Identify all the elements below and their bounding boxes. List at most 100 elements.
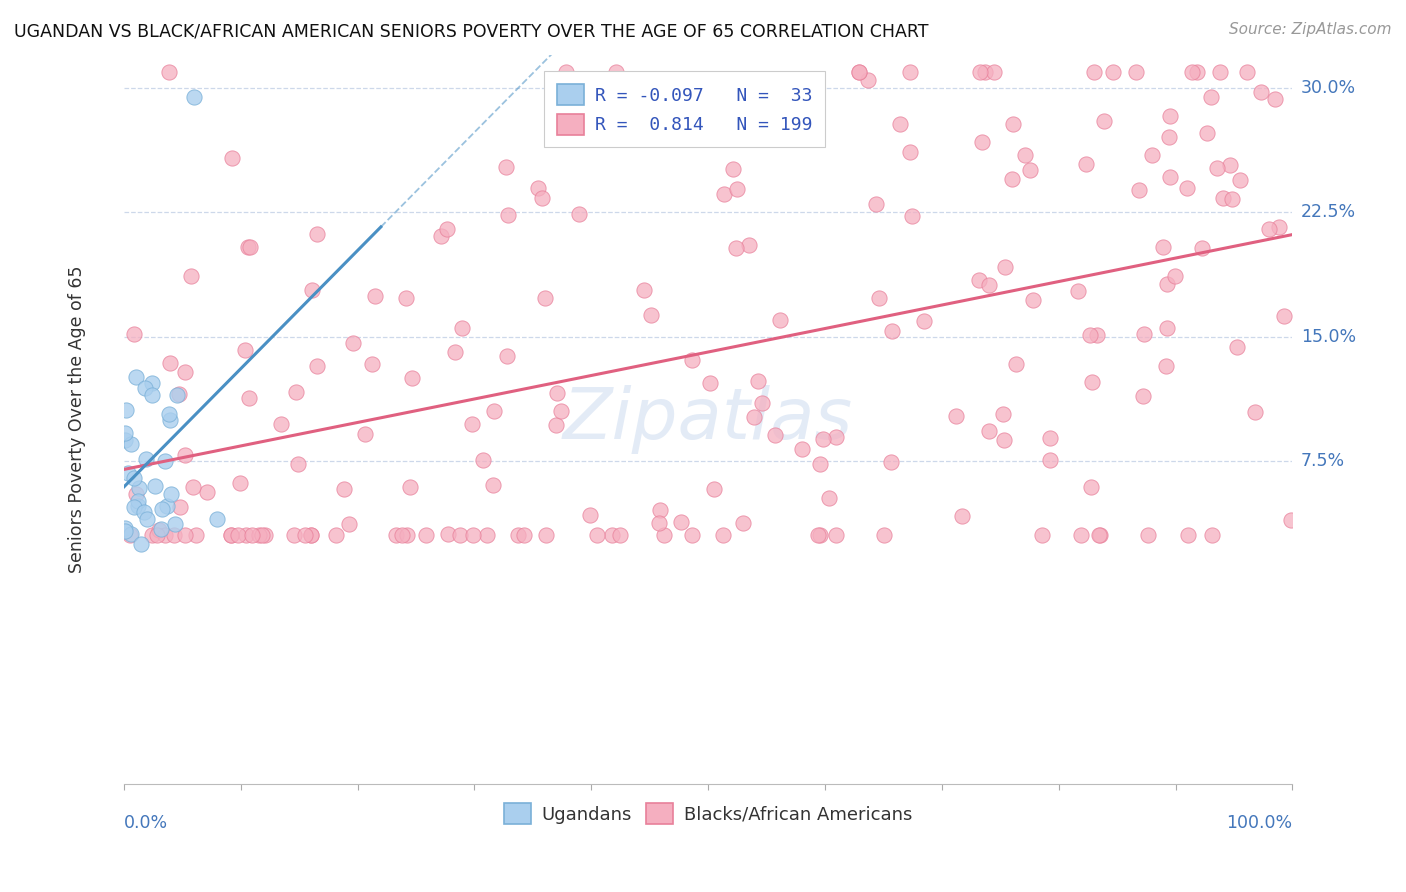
Point [1175, 180, 1198, 194]
Point [159, 64, 181, 78]
Point [498, 208, 520, 222]
Point [391, 528, 413, 542]
Point [131, 537, 153, 551]
Point [513, 528, 536, 542]
Point [233, 343, 256, 358]
Point [699, 376, 721, 390]
Point [1199, 89, 1222, 103]
Point [738, 237, 761, 252]
Point [1220, 192, 1243, 206]
Point [114, 403, 136, 417]
Point [415, 528, 437, 542]
Point [159, 487, 181, 501]
Point [401, 371, 423, 385]
Point [1039, 431, 1062, 445]
Point [1067, 285, 1090, 299]
Point [183, 89, 205, 103]
Point [484, 404, 506, 418]
Point [1132, 389, 1154, 403]
Point [555, 64, 578, 78]
Point [1181, 64, 1204, 78]
Point [159, 356, 181, 370]
Point [578, 508, 600, 523]
Point [128, 481, 150, 495]
Point [560, 99, 582, 113]
Text: 15.0%: 15.0% [1301, 327, 1355, 346]
Point [141, 528, 163, 542]
Point [681, 528, 703, 542]
Point [307, 227, 329, 242]
Point [1187, 64, 1209, 78]
Point [979, 424, 1001, 438]
Point [945, 409, 967, 423]
Point [125, 370, 148, 384]
Point [967, 273, 990, 287]
Point [148, 523, 170, 537]
Point [1022, 293, 1045, 308]
Point [436, 222, 458, 236]
Point [707, 75, 730, 89]
Point [299, 528, 322, 542]
Point [865, 197, 887, 211]
Point [163, 528, 186, 542]
Point [1229, 173, 1251, 187]
Point [534, 291, 557, 305]
Point [120, 527, 142, 541]
Point [713, 187, 735, 202]
Point [141, 376, 163, 390]
Point [652, 528, 675, 542]
Point [283, 528, 305, 542]
Point [114, 521, 136, 535]
Point [134, 381, 156, 395]
Point [294, 528, 316, 542]
Point [305, 359, 328, 374]
Point [284, 384, 307, 399]
Text: UGANDAN VS BLACK/AFRICAN AMERICAN SENIORS POVERTY OVER THE AGE OF 65 CORRELATION: UGANDAN VS BLACK/AFRICAN AMERICAN SENIOR… [14, 22, 928, 40]
Point [1074, 157, 1097, 171]
Point [117, 466, 139, 480]
Point [974, 64, 997, 78]
Point [763, 427, 786, 442]
Point [1177, 528, 1199, 542]
Point [1159, 170, 1181, 185]
Point [1080, 480, 1102, 494]
Point [165, 517, 187, 532]
Point [159, 413, 181, 427]
Point [1080, 375, 1102, 389]
Point [184, 528, 207, 542]
Point [544, 417, 567, 432]
Legend: Ugandans, Blacks/African Americans: Ugandans, Blacks/African Americans [495, 794, 922, 833]
Point [157, 407, 180, 421]
Point [496, 349, 519, 363]
Point [1137, 528, 1160, 542]
Point [733, 516, 755, 530]
Point [1244, 405, 1267, 419]
Point [1212, 191, 1234, 205]
Point [207, 512, 229, 526]
Point [1128, 183, 1150, 197]
Point [141, 388, 163, 402]
Point [1092, 114, 1115, 128]
Point [808, 528, 831, 542]
Point [527, 181, 550, 195]
Point [534, 528, 557, 542]
Point [1250, 85, 1272, 99]
Point [195, 484, 218, 499]
Point [1014, 148, 1036, 162]
Point [332, 483, 354, 497]
Point [880, 455, 903, 469]
Text: 100.0%: 100.0% [1226, 814, 1292, 832]
Point [360, 357, 382, 371]
Point [247, 528, 270, 542]
Point [993, 433, 1015, 447]
Point [125, 486, 148, 500]
Point [451, 321, 474, 335]
Point [811, 432, 834, 446]
Point [238, 391, 260, 405]
Point [114, 524, 136, 539]
Point [991, 407, 1014, 421]
Point [167, 386, 190, 401]
Point [605, 64, 627, 78]
Point [236, 240, 259, 254]
Point [235, 528, 257, 542]
